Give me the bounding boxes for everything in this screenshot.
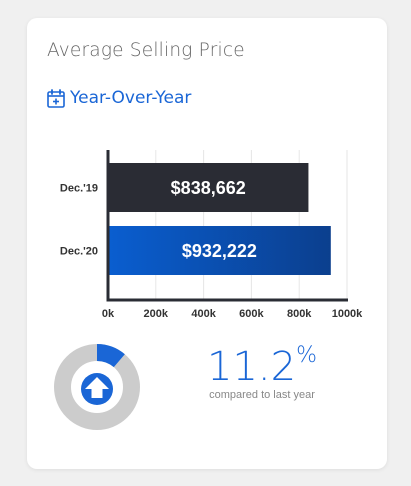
change-caption: compared to last year [209, 389, 315, 401]
x-tick-label: 1000k [332, 308, 363, 320]
x-tick-label: 400k [191, 308, 216, 320]
year-over-year-link[interactable]: Year-Over-Year [47, 88, 191, 108]
bar-2 [108, 226, 331, 275]
x-tick-label: 200k [144, 308, 169, 320]
bar-value-label: $932,222 [182, 241, 257, 261]
x-tick-label: 0k [102, 308, 115, 320]
bar-value-label: $838,662 [171, 178, 246, 198]
gauge-progress-arc [96, 344, 125, 368]
selling-price-bar-chart: $838,662 $932,222 0k 200k 400k 600k 800k 1000k… [60, 150, 363, 320]
change-gauge [51, 341, 143, 433]
x-tick-label: 800k [287, 308, 312, 320]
year-over-year-label: Year-Over-Year [70, 88, 192, 108]
bar-1 [108, 163, 309, 212]
calendar-plus-icon [47, 88, 65, 108]
average-selling-price-card: Average Selling Price Year-Over-Year $83… [27, 18, 387, 469]
change-value: 11.2 [207, 344, 297, 390]
x-tick-label: 600k [239, 308, 264, 320]
arrow-up-icon [81, 373, 113, 405]
category-label: Dec.'20 [60, 246, 98, 258]
change-percentage: 11.2% [197, 343, 327, 390]
card-title: Average Selling Price [47, 40, 245, 61]
category-label: Dec.'19 [60, 183, 98, 195]
change-unit: % [296, 343, 317, 368]
